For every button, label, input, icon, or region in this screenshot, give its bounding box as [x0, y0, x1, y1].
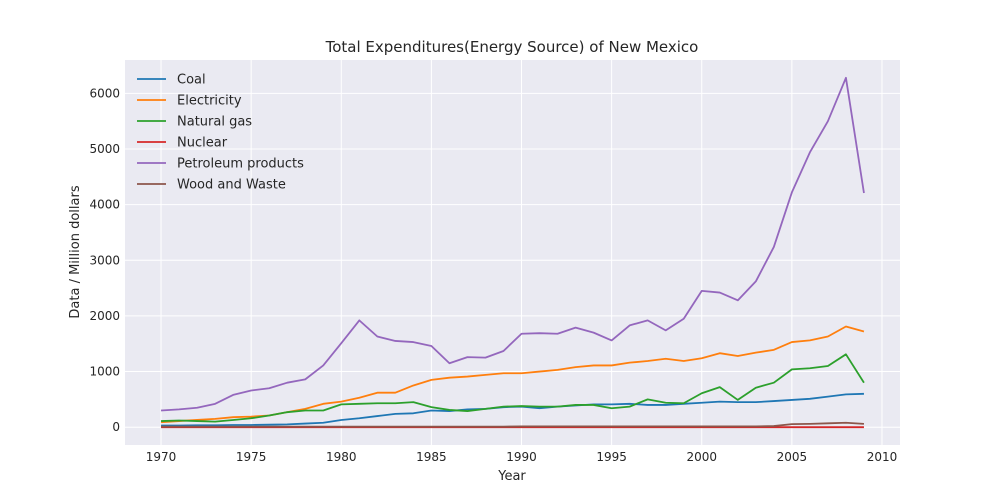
y-tick-label: 2000	[89, 309, 120, 323]
y-tick-label: 1000	[89, 365, 120, 379]
legend-label-electricity: Electricity	[177, 94, 242, 109]
x-tick-label: 1995	[596, 450, 627, 464]
y-tick-label: 4000	[89, 198, 120, 212]
legend-label-petroleum-products: Petroleum products	[177, 157, 304, 172]
y-tick-labels: 0 1000 2000 3000 4000 5000 6000	[89, 86, 120, 434]
x-tick-label: 2010	[867, 450, 898, 464]
x-tick-label: 1980	[326, 450, 357, 464]
y-tick-label: 6000	[89, 86, 120, 100]
y-tick-label: 0	[112, 420, 120, 434]
legend: Coal Electricity Natural gas Nuclear Petrole…	[137, 73, 304, 193]
x-tick-label: 2000	[686, 450, 717, 464]
x-tick-label: 1990	[506, 450, 537, 464]
legend-label-natural-gas: Natural gas	[177, 115, 252, 130]
y-tick-label: 5000	[89, 142, 120, 156]
y-axis-label: Data / Million dollars	[68, 185, 83, 318]
chart-title: Total Expenditures(Energy Source) of New…	[325, 38, 699, 56]
x-tick-label: 1985	[416, 450, 447, 464]
x-axis-label: Year	[497, 469, 526, 484]
x-gridlines	[160, 60, 883, 445]
series-lines	[160, 76, 865, 429]
series-line-wood-and-waste	[161, 421, 865, 428]
x-tick-label: 1970	[146, 450, 177, 464]
legend-label-nuclear: Nuclear	[177, 136, 228, 151]
x-tick-labels: 1970 1975 1980 1985 1990 1995 2000 2005 2010	[146, 450, 897, 464]
y-tick-label: 3000	[89, 253, 120, 267]
x-tick-label: 2005	[777, 450, 808, 464]
legend-label-coal: Coal	[177, 73, 206, 88]
series-line-petroleum-products	[160, 76, 865, 412]
x-tick-label: 1975	[236, 450, 267, 464]
series-line-natural-gas	[161, 353, 865, 423]
legend-label-wood-and-waste: Wood and Waste	[177, 178, 286, 193]
